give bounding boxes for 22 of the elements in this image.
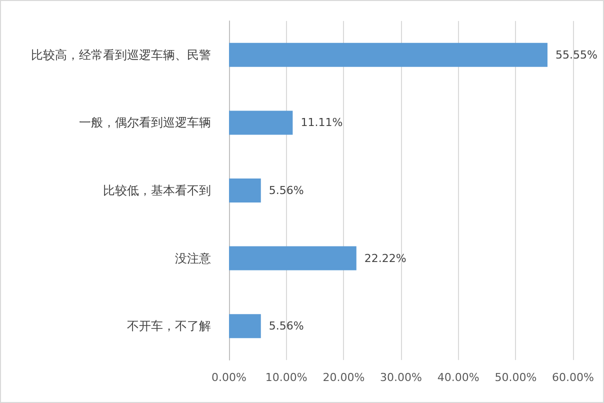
y-tick-label: 比较高，经常看到巡逻车辆、民警 xyxy=(31,48,211,62)
x-tick-label: 10.00% xyxy=(265,371,308,384)
bar xyxy=(229,178,261,202)
bar xyxy=(229,110,293,135)
data-label: 22.22% xyxy=(364,252,406,265)
x-tick-label: 0.00% xyxy=(212,371,246,384)
y-tick-label: 一般，偶尔看到巡逻车辆 xyxy=(79,116,211,130)
x-tick-label: 30.00% xyxy=(380,371,422,384)
y-tick-label: 比较低，基本看不到 xyxy=(103,184,211,198)
x-tick-label: 60.00% xyxy=(552,371,594,384)
bar xyxy=(229,246,356,270)
bar xyxy=(229,42,548,67)
x-tick-label: 20.00% xyxy=(322,371,365,384)
y-tick-label: 不开车，不了解 xyxy=(127,319,211,334)
data-label: 5.56% xyxy=(268,184,304,197)
data-label: 55.55% xyxy=(555,48,598,62)
x-tick-label: 50.00% xyxy=(494,371,537,384)
data-label: 5.56% xyxy=(268,320,304,333)
x-tick-label: 40.00% xyxy=(437,371,480,384)
data-label: 11.11% xyxy=(300,116,343,130)
y-tick-label: 没注意 xyxy=(175,251,211,266)
bar xyxy=(229,314,261,338)
